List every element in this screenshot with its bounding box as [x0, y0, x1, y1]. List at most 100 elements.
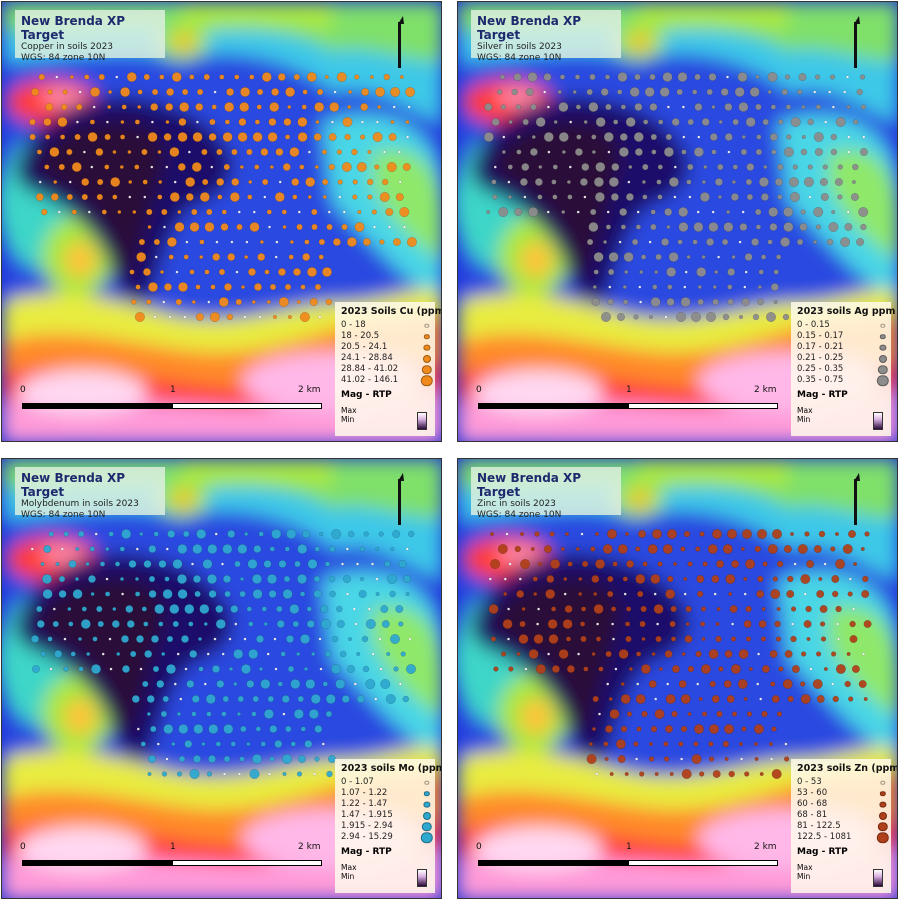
soil-sample-point [620, 224, 627, 230]
soil-sample-point [849, 620, 856, 628]
soil-sample-point [228, 637, 232, 641]
soil-sample-point [814, 74, 821, 80]
soil-sample-point [773, 269, 779, 275]
soil-sample-point [507, 164, 513, 170]
soil-sample-point [150, 120, 154, 124]
soil-sample-point [231, 148, 238, 156]
soil-sample-point [593, 591, 598, 596]
soil-sample-point [209, 312, 220, 323]
soil-sample-point [847, 150, 851, 154]
soil-sample-point [755, 74, 760, 79]
soil-sample-point [792, 164, 798, 170]
soil-sample-point [809, 667, 813, 671]
soil-sample-point [405, 591, 410, 596]
soil-sample-point [202, 558, 213, 569]
scale-label-start: 0 [476, 385, 482, 395]
soil-sample-point [36, 619, 45, 628]
soil-sample-point [290, 741, 296, 747]
soil-sample-point [177, 588, 188, 599]
soil-sample-point [820, 621, 826, 627]
soil-sample-point [119, 164, 124, 169]
soil-sample-point [664, 207, 673, 216]
soil-sample-point [850, 192, 859, 201]
soil-sample-point [239, 101, 250, 112]
scale-segment-black [22, 860, 172, 866]
soil-sample-point [112, 606, 117, 611]
soil-sample-point [31, 87, 40, 96]
soil-sample-point [853, 119, 859, 125]
soil-sample-point [237, 695, 245, 703]
soil-sample-point [269, 283, 277, 291]
soil-sample-point [305, 176, 316, 187]
soil-sample-point [547, 150, 551, 154]
soil-sample-point [708, 724, 719, 735]
soil-sample-point [215, 240, 219, 244]
soil-sample-point [801, 134, 806, 139]
soil-sample-point [761, 664, 770, 673]
soil-sample-point [336, 605, 343, 613]
soil-sample-point [195, 313, 204, 322]
soil-sample-point [823, 666, 828, 671]
soil-sample-point [63, 666, 69, 672]
soil-sample-point [224, 119, 231, 125]
soil-sample-point [619, 207, 628, 216]
soil-sample-point [271, 528, 282, 539]
scale-segment-black [478, 403, 628, 409]
soil-sample-point [500, 651, 507, 657]
soil-sample-point [251, 711, 257, 717]
soil-sample-point [209, 118, 216, 126]
soil-sample-point [273, 637, 277, 641]
soil-sample-point [611, 622, 615, 626]
soil-sample-point [836, 622, 840, 626]
soil-sample-point [761, 710, 768, 718]
soil-sample-point [731, 179, 736, 184]
map-panel-zinc[interactable]: New Brenda XP Target Zinc in soils 2023 … [457, 458, 898, 899]
soil-sample-point [673, 195, 677, 199]
soil-sample-point [711, 574, 720, 583]
legend-mag-label: Mag - RTP [797, 390, 848, 400]
soil-sample-point [524, 667, 528, 671]
soil-sample-point [352, 607, 356, 611]
soil-sample-point [203, 621, 208, 626]
soil-sample-point [701, 711, 708, 717]
soil-sample-point [581, 162, 590, 171]
soil-sample-point [278, 297, 289, 308]
soil-sample-point [813, 90, 817, 94]
soil-sample-point [139, 531, 144, 536]
soil-sample-point [372, 131, 383, 142]
soil-sample-point [218, 268, 226, 276]
soil-sample-point [216, 177, 225, 186]
soil-sample-point [800, 693, 811, 704]
soil-sample-point [125, 604, 134, 613]
map-panel-copper[interactable]: New Brenda XP Target Copper in soils 202… [1, 1, 442, 442]
soil-sample-point [567, 561, 573, 567]
soil-sample-point [823, 562, 827, 566]
soil-sample-point [858, 206, 869, 217]
soil-sample-point [617, 543, 628, 554]
soil-sample-point [348, 530, 355, 538]
soil-sample-point [732, 164, 738, 170]
map-panel-silver[interactable]: New Brenda XP Target Silver in soils 202… [457, 1, 898, 442]
soil-sample-point [731, 622, 735, 626]
soil-sample-point [831, 209, 836, 214]
soil-sample-point [289, 239, 294, 244]
soil-sample-point [314, 101, 325, 112]
map-panel-molybdenum[interactable]: New Brenda XP Target Molybdenum in soils… [1, 458, 442, 899]
legend-ramp-max: Max [797, 863, 813, 872]
soil-sample-point [759, 697, 763, 701]
soil-sample-point [755, 103, 762, 111]
soil-sample-point [720, 87, 729, 96]
soil-sample-point [748, 666, 753, 671]
soil-sample-point [230, 604, 239, 613]
soil-sample-point [176, 652, 180, 656]
map-title: New Brenda XP Target [21, 471, 126, 499]
soil-sample-point [591, 298, 600, 307]
scale-segment-black [22, 403, 172, 409]
soil-sample-point [505, 532, 509, 536]
soil-sample-point [851, 179, 856, 184]
soil-sample-point [767, 71, 778, 82]
soil-sample-point [304, 666, 309, 671]
soil-sample-point [807, 118, 814, 126]
soil-sample-point [146, 694, 155, 703]
soil-sample-point [308, 708, 319, 719]
